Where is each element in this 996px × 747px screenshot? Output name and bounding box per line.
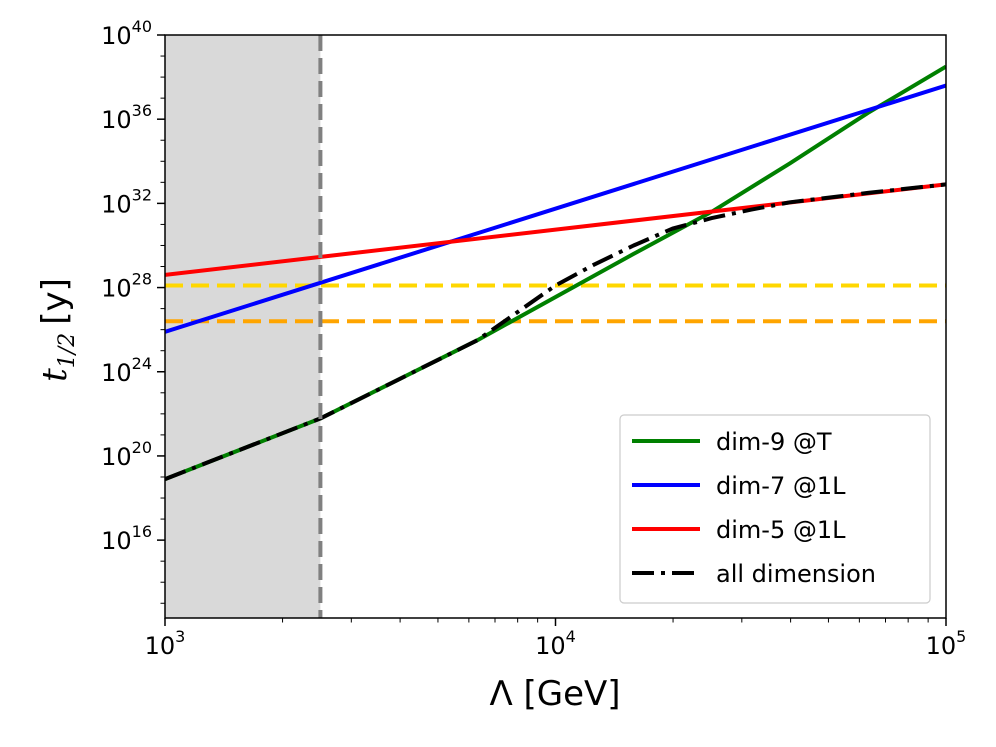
y-tick-label-40: 1040 (101, 17, 152, 50)
y-tick-label-36: 1036 (101, 101, 152, 134)
legend-box (619, 414, 931, 604)
legend: dim-9 @T dim-7 @1L dim-5 @1L all dimension (619, 414, 931, 604)
legend-label-2: dim-7 @1L (716, 472, 846, 500)
excluded-region (165, 35, 321, 618)
y-tick-label-20: 1020 (101, 438, 152, 471)
y-axis-label: t1/2 [y] (35, 278, 80, 382)
x-tick-label-3: 103 (145, 627, 186, 660)
series-line-dim-7-1l (165, 83, 946, 334)
y-tick-label-32: 1032 (101, 185, 152, 218)
y-axis-label-subscript: 1/2 (55, 333, 80, 368)
axes: 103 104 105 1016 1020 1024 1028 1032 1036 1040 (101, 17, 966, 660)
plot-content (165, 35, 946, 618)
y-axis-label-unit: [y] (35, 278, 75, 325)
x-tick-label-4: 104 (535, 627, 576, 660)
y-axis-label-symbol: t (35, 368, 75, 382)
legend-label-4: all dimension (716, 560, 876, 588)
series-line-all-dimension (165, 182, 946, 481)
x-tick-label-5: 105 (926, 627, 967, 660)
legend-label-3: dim-5 @1L (716, 516, 846, 544)
y-tick-label-16: 1016 (101, 522, 152, 555)
x-axis-label: Λ [GeV] (489, 674, 620, 714)
plot-area (165, 35, 946, 618)
series-line-dim-5-1l (165, 182, 946, 277)
y-tick-label-28: 1028 (101, 270, 152, 303)
y-tick-label-24: 1024 (101, 354, 152, 387)
legend-label-1: dim-9 @T (716, 428, 832, 456)
series-line-dim-9-t (165, 64, 946, 481)
